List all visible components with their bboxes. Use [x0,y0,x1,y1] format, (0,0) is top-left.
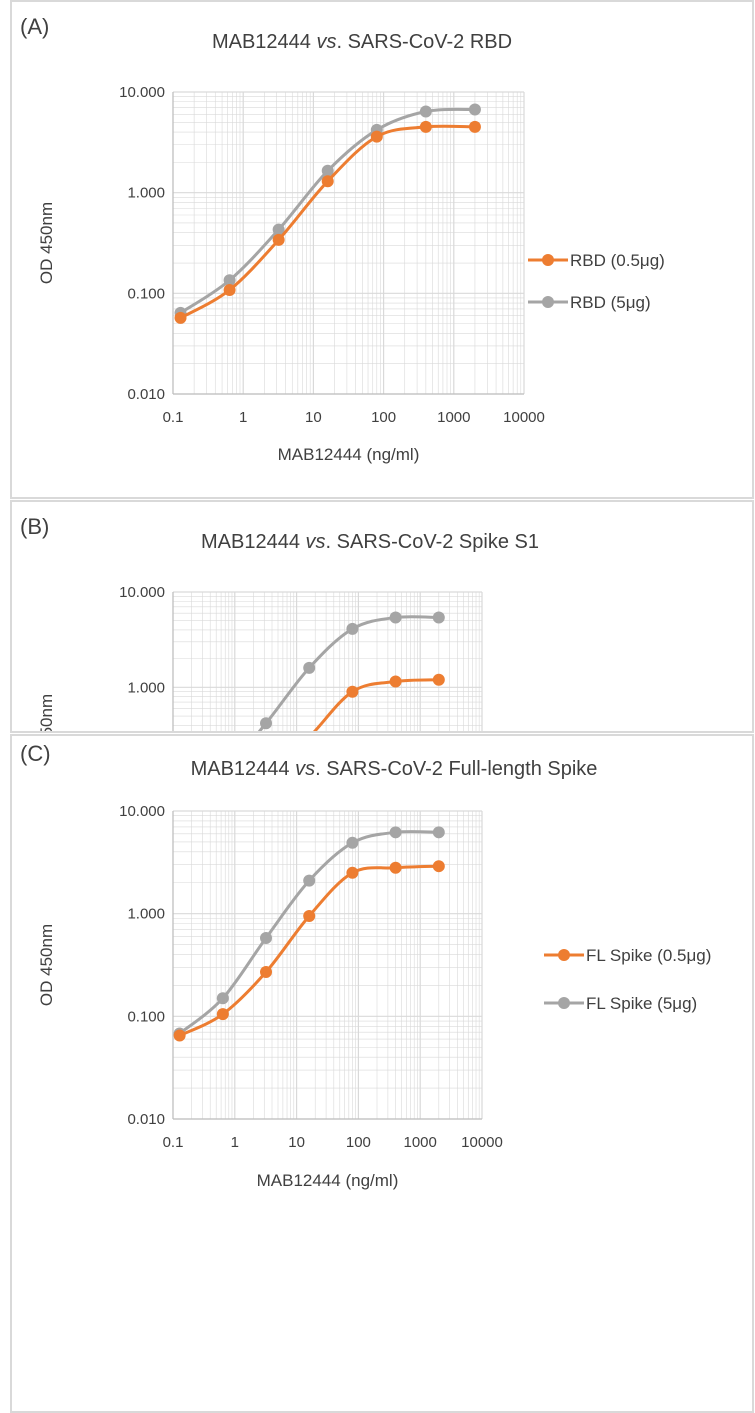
y-tick-label: 0.010 [127,1111,165,1128]
data-point [260,966,273,979]
x-axis-label: MAB12444 (ng/ml) [278,445,420,464]
series-high [257,611,445,731]
data-point [174,311,187,324]
y-tick-label: 1.000 [127,679,165,696]
data-point [419,105,432,118]
data-point [216,1008,229,1021]
data-point [223,283,236,296]
y-tick-label: 1.000 [127,906,165,923]
data-point [389,826,402,839]
data-point [321,164,334,177]
data-point [432,611,445,624]
data-point [303,909,316,922]
x-tick-label: 1000 [404,1134,437,1151]
data-point [173,1029,186,1042]
data-point [389,611,402,624]
y-tick-label: 0.100 [127,285,165,302]
data-point [370,130,383,143]
series-line [178,830,439,1035]
x-tick-label: 1000 [437,409,470,426]
series-high [174,103,481,319]
x-axis-label: MAB12444 (ng/ml) [257,1171,399,1190]
chart-title: MAB12444 vs. SARS-CoV-2 Spike S1 [201,531,539,553]
grid [172,591,483,731]
legend-marker [542,296,554,308]
data-point [468,120,481,133]
x-tick-label: 100 [346,1134,371,1151]
panel-label: (A) [20,14,49,39]
chart-c: (C) MAB12444 vs. SARS-CoV-2 Full-length S… [20,741,711,1190]
data-point [432,860,445,873]
panel-c: (C) MAB12444 vs. SARS-CoV-2 Full-length S… [10,734,754,1413]
x-tick-label: 100 [371,409,396,426]
legend-marker [558,997,570,1009]
x-tick-label: 10 [288,1134,305,1151]
panel-label: (B) [20,514,49,539]
data-point [432,826,445,839]
y-tick-label: 0.010 [127,386,165,403]
data-point [260,931,273,944]
data-point [389,675,402,688]
y-axis-label: OD 450nm [37,694,56,731]
data-point [260,717,273,730]
data-point [272,233,285,246]
chart-a: (A) MAB12444 vs. SARS-CoV-2 RBD 0.1 1 10 100 1… [20,14,665,464]
data-point [346,836,359,849]
data-point [303,874,316,887]
series-low [313,673,445,731]
legend-label: RBD (5μg) [570,293,651,312]
series-low [174,120,481,324]
grid [172,91,525,395]
y-tick-label: 0.100 [127,1008,165,1025]
data-point [346,622,359,635]
chart-title: MAB12444 vs. SARS-CoV-2 Full-length Spik… [191,758,598,780]
legend: FL Spike (0.5μg) FL Spike (5μg) [544,946,711,1013]
panel-a: (A) MAB12444 vs. SARS-CoV-2 RBD 0.1 1 10 100 1… [10,0,754,499]
data-point [346,685,359,698]
data-point [346,866,359,879]
legend: RBD (0.5μg) RBD (5μg) [528,251,665,312]
x-tick-label: 0.1 [163,1134,184,1151]
data-point [223,274,236,287]
x-tick-label: 1 [231,1134,239,1151]
chart-b: (B)MAB12444 vs. SARS-CoV-2 Spike S10.111… [20,514,539,731]
x-tick-label: 1 [239,409,247,426]
x-tick-label: 10 [305,409,322,426]
series-high [173,826,445,1040]
x-tick-label: 0.1 [163,409,184,426]
data-point [468,103,481,116]
panel-label: (C) [20,741,51,766]
data-point [272,223,285,236]
chart-title: MAB12444 vs. SARS-CoV-2 RBD [212,31,512,53]
panel-b: (B)MAB12444 vs. SARS-CoV-2 Spike S10.111… [10,500,754,733]
data-point [321,175,334,188]
legend-label: FL Spike (5μg) [586,994,697,1013]
y-tick-label: 10.000 [119,584,165,601]
y-tick-label: 1.000 [127,185,165,202]
data-point [303,661,316,674]
data-point [419,120,432,133]
legend-marker [542,254,554,266]
legend-label: FL Spike (0.5μg) [586,946,711,965]
data-point [432,673,445,686]
data-point [216,992,229,1005]
y-tick-label: 10.000 [119,84,165,101]
x-tick-label: 10000 [461,1134,503,1151]
legend-label: RBD (0.5μg) [570,251,665,270]
data-point [389,861,402,874]
x-tick-label: 10000 [503,409,545,426]
y-tick-label: 10.000 [119,803,165,820]
y-axis-label: OD 450nm [37,924,56,1006]
grid [172,810,483,1120]
legend-marker [558,949,570,961]
y-axis-label: OD 450nm [37,202,56,284]
series-low [173,860,445,1042]
